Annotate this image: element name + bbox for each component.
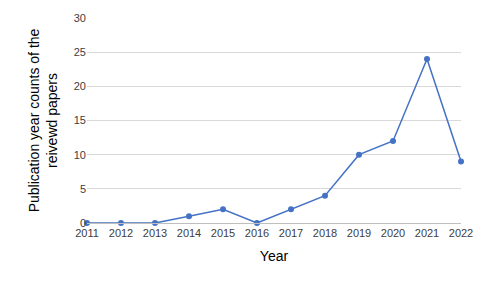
svg-text:2022: 2022 xyxy=(449,227,473,239)
svg-text:5: 5 xyxy=(80,183,86,195)
svg-text:Publication year counts of the: Publication year counts of thereivewd pa… xyxy=(26,28,60,212)
svg-text:2019: 2019 xyxy=(347,227,371,239)
svg-text:20: 20 xyxy=(74,80,86,92)
svg-text:30: 30 xyxy=(74,12,86,24)
svg-text:2013: 2013 xyxy=(143,227,167,239)
svg-text:2015: 2015 xyxy=(211,227,235,239)
svg-text:Year: Year xyxy=(260,248,289,264)
svg-text:2012: 2012 xyxy=(109,227,133,239)
svg-text:2017: 2017 xyxy=(279,227,303,239)
svg-text:2016: 2016 xyxy=(245,227,269,239)
svg-text:2014: 2014 xyxy=(177,227,201,239)
svg-text:10: 10 xyxy=(74,149,86,161)
svg-text:15: 15 xyxy=(74,114,86,126)
svg-text:2021: 2021 xyxy=(415,227,439,239)
svg-text:25: 25 xyxy=(74,46,86,58)
svg-text:2018: 2018 xyxy=(313,227,337,239)
svg-text:2020: 2020 xyxy=(381,227,405,239)
svg-text:0: 0 xyxy=(80,217,86,229)
svg-text:2011: 2011 xyxy=(75,227,99,239)
